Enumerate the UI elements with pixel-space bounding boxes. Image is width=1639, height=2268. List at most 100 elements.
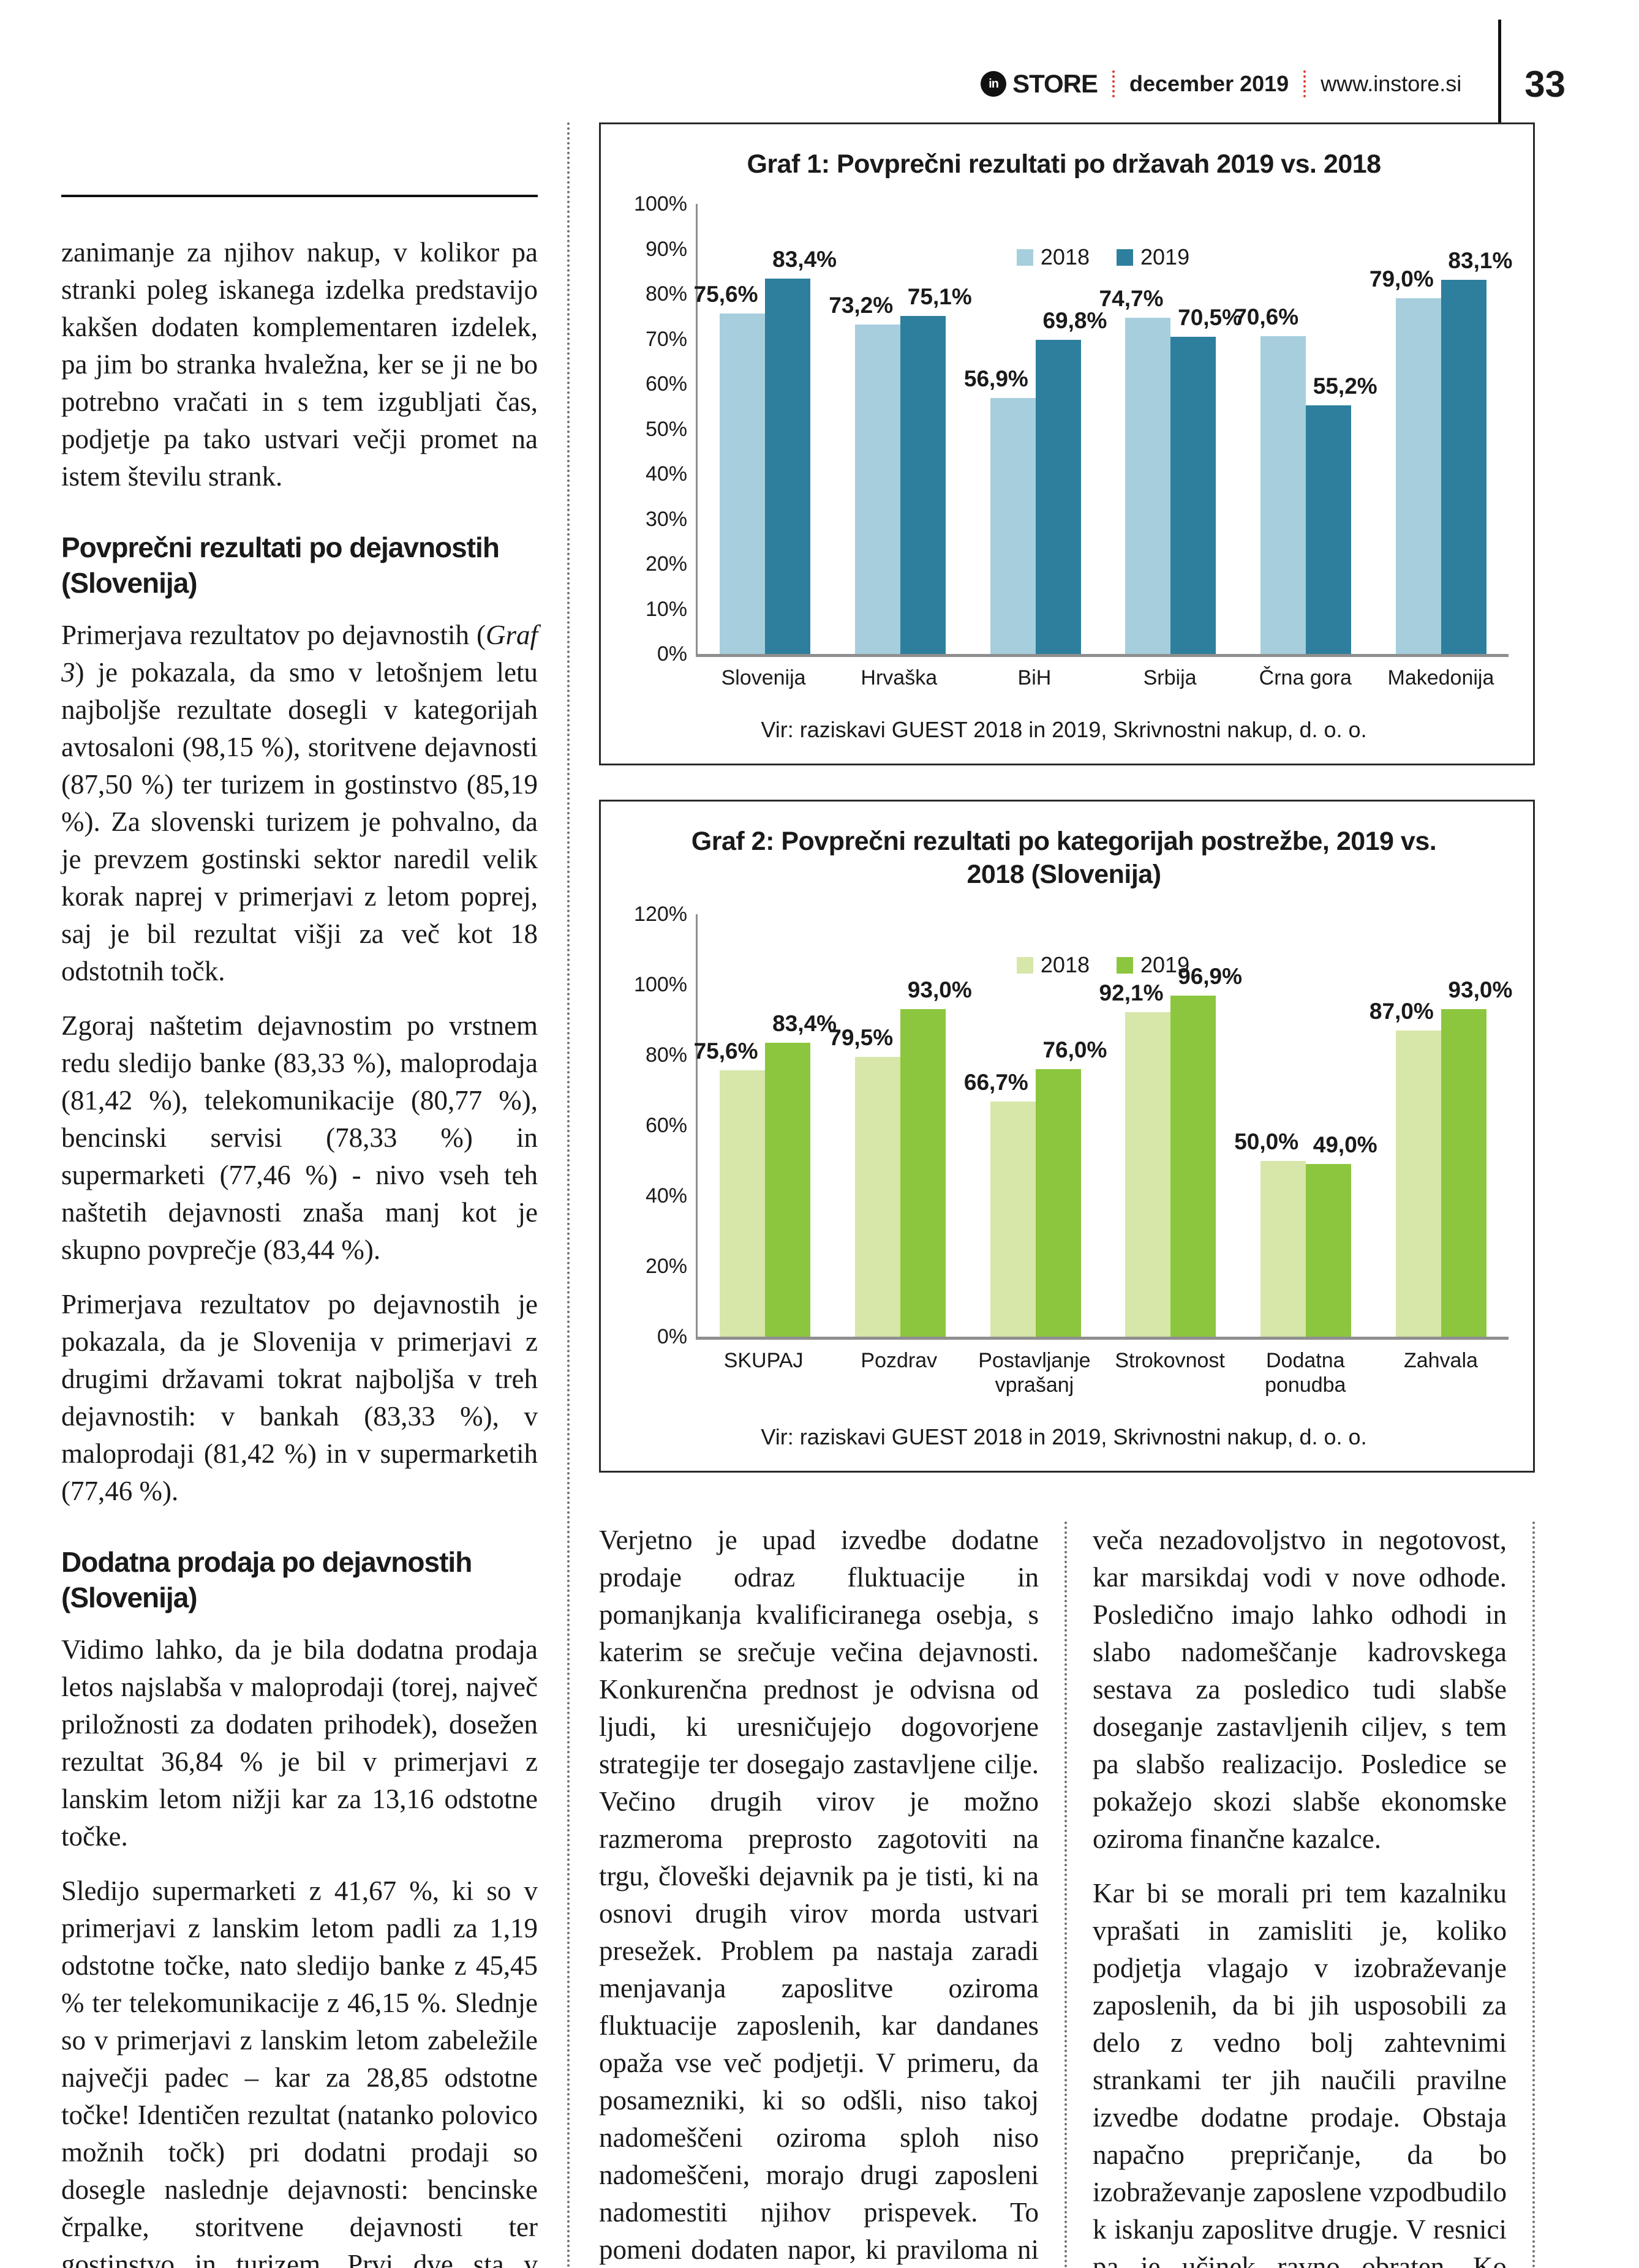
y-axis-tick: 30% <box>645 507 687 531</box>
chart-title: Graf 2: Povprečni rezultati po kategorij… <box>691 827 1437 889</box>
bar-value-label: 93,0% <box>907 977 972 1003</box>
bar-group-črna-gora: 70,6% 55,2% <box>1234 304 1377 654</box>
chart-body: 120% 100% 80% 60% 40% 20% 0% 2018 2019 75,6% 83,… <box>619 903 1512 1348</box>
chart-source: Vir: raziskavi GUEST 2018 in 2019, Skriv… <box>761 1424 1367 1449</box>
header-dotted-divider <box>1112 70 1115 97</box>
y-axis-tick: 10% <box>645 597 687 621</box>
bar-value-label: 50,0% <box>1234 1128 1299 1154</box>
y-axis-tick: 40% <box>645 1184 687 1207</box>
x-axis-label-dodatna-ponudba: Dodatna ponudba <box>1265 1349 1346 1397</box>
bar-2019-srbija: 70,5% <box>1170 305 1242 654</box>
bar-group-zahvala: 87,0% 93,0% <box>1370 977 1512 1337</box>
bar-2019-hrvaška: 75,1% <box>900 284 972 654</box>
bar-value-label: 49,0% <box>1313 1132 1377 1158</box>
bar-group-skupaj: 75,6% 83,4% <box>694 1011 837 1337</box>
bar-2018-zahvala: 87,0% <box>1370 999 1441 1337</box>
paragraph-text: ) je pokazala, da smo v letošnjem letu n… <box>61 657 538 986</box>
right-content-area: Graf 1: Povprečni rezultati po državah 2… <box>570 122 1535 2268</box>
plot-area: 2018 2019 75,6% 83,4% 79,5% 93,0% 66,7% 76,0% 9… <box>694 914 1512 1340</box>
bar-value-label: 74,7% <box>1099 285 1164 311</box>
bar-value-label: 83,4% <box>772 1011 837 1037</box>
legend-item-2018: 2018 <box>1016 244 1090 270</box>
bar-value-label: 83,4% <box>772 247 837 272</box>
legend-swatch-icon <box>1117 956 1133 974</box>
bar-value-label: 75,6% <box>693 1038 758 1064</box>
content-area: zanimanje za njihov nakup, v kolikor pa … <box>0 122 1639 2268</box>
legend-swatch-icon <box>1016 956 1033 974</box>
x-axis-label-hrvaška: Hrvaška <box>861 666 938 689</box>
bar-value-label: 69,8% <box>1042 307 1107 333</box>
paragraph: Primerjava rezultatov po dejavnostih je … <box>61 1289 538 1506</box>
y-axis-tick: 40% <box>645 462 687 486</box>
y-axis-tick: 90% <box>645 237 687 261</box>
x-axis-label-makedonija: Makedonija <box>1387 666 1494 689</box>
paragraph: Sledijo supermarketi z 41,67 %, ki so v … <box>61 1876 538 2268</box>
x-axis-label-slovenija: Slovenija <box>721 666 806 689</box>
y-axis-tick: 60% <box>645 372 687 396</box>
section-heading-dodatna-prodaja: Dodatna prodaja po dejavnostih (Slovenij… <box>61 1546 472 1613</box>
y-axis-tick: 50% <box>645 417 687 441</box>
paragraph: zanimanje za njihov nakup, v kolikor pa … <box>61 237 538 492</box>
bar-2019-zahvala: 93,0% <box>1441 977 1512 1337</box>
bar-2019-makedonija: 83,1% <box>1441 248 1512 654</box>
bar-2019-slovenija: 83,4% <box>765 247 837 654</box>
middle-text-column: Verjetno je upad izvedbe dodatne prodaje… <box>599 1522 1067 2268</box>
paragraph: veča nezadovoljstvo in negotovost, kar m… <box>1093 1525 1507 1854</box>
bar-group-bih: 56,9% 69,8% <box>964 308 1107 654</box>
bar-value-label: 56,9% <box>963 366 1028 391</box>
bar-2018-skupaj: 75,6% <box>694 1038 766 1337</box>
bar-group-strokovnost: 92,1% 96,9% <box>1099 964 1242 1337</box>
x-axis-label-skupaj: SKUPAJ <box>723 1349 804 1372</box>
y-axis-tick: 100% <box>634 973 687 996</box>
x-axis-label-strokovnost: Strokovnost <box>1115 1349 1225 1372</box>
bar-2018-hrvaška: 73,2% <box>829 293 900 654</box>
graf3-reference: Graf 3 <box>61 620 538 688</box>
bar-value-label: 93,0% <box>1448 977 1513 1003</box>
x-axis-label-postavljanje-vprašanj: Postavljanje vprašanj <box>978 1349 1091 1397</box>
section-heading-povprecni-rezultati: Povprečni rezultati po dejavnostih (Slov… <box>61 531 500 599</box>
chart-title: Graf 1: Povprečni rezultati po državah 2… <box>747 149 1381 179</box>
bar-group-hrvaška: 73,2% 75,1% <box>829 284 972 654</box>
bar-value-label: 87,0% <box>1369 998 1434 1024</box>
legend-swatch-icon <box>1016 249 1033 266</box>
brand-name: STORE <box>1012 69 1098 98</box>
bar-value-label: 79,5% <box>829 1024 894 1050</box>
chart-source: Vir: raziskavi GUEST 2018 in 2019, Skriv… <box>761 717 1367 742</box>
bar-value-label: 92,1% <box>1099 980 1164 1006</box>
bar-value-label: 55,2% <box>1313 374 1377 399</box>
y-axis-tick: 80% <box>645 282 687 306</box>
bar-value-label: 70,6% <box>1234 304 1299 330</box>
bar-2018-dodatna-ponudba: 50,0% <box>1234 1129 1306 1337</box>
x-axis-label-zahvala: Zahvala <box>1403 1349 1478 1372</box>
paragraph: Kar bi se morali pri tem kazalniku vpraš… <box>1093 1878 1507 2268</box>
y-axis-tick: 60% <box>645 1114 687 1137</box>
paragraph: Zgoraj naštetim dejavnostim po vrstnem r… <box>61 1010 538 1265</box>
bar-value-label: 75,1% <box>907 284 972 310</box>
bar-value-label: 75,6% <box>693 282 758 307</box>
y-axis-tick: 80% <box>645 1043 687 1067</box>
bar-value-label: 70,5% <box>1178 304 1243 330</box>
legend-item-2019: 2019 <box>1117 952 1189 978</box>
right-text-column: veča nezadovoljstvo in negotovost, kar m… <box>1067 1522 1535 2268</box>
x-axis-labels: Slovenija Hrvaška BiH Srbija Črna gora Makedo… <box>696 657 1509 690</box>
chart-body: 100% 90% 80% 70% 60% 50% 40% 30% 20% 10% 0% 2018 20… <box>619 192 1512 666</box>
x-axis-label-pozdrav: Pozdrav <box>861 1349 938 1372</box>
bar-2018-bih: 56,9% <box>964 366 1036 654</box>
instore-logo: in STORE <box>981 69 1098 99</box>
y-axis-tick: 0% <box>657 642 687 666</box>
bar-group-makedonija: 79,0% 83,1% <box>1370 248 1512 654</box>
bar-group-dodatna-ponudba: 50,0% 49,0% <box>1234 1129 1377 1337</box>
paragraph: Primerjava rezultatov po dejavnostih (Gr… <box>61 617 538 990</box>
y-axis-tick: 70% <box>645 327 687 351</box>
bottom-text-columns: Verjetno je upad izvedbe dodatne prodaje… <box>599 1522 1535 2268</box>
bar-group-slovenija: 75,6% 83,4% <box>694 247 837 654</box>
paragraph: Vidimo lahko, da je bila dodatna prodaja… <box>61 1634 538 1852</box>
plot-area: 2018 2019 75,6% 83,4% 73,2% 75,1% 56,9% 69,8% 7… <box>694 204 1512 657</box>
x-axis-label-bih: BiH <box>1017 666 1052 689</box>
chart-graf1: Graf 1: Povprečni rezultati po državah 2… <box>599 122 1535 765</box>
bar-group-postavljanje-vprašanj: 66,7% 76,0% <box>964 1037 1107 1337</box>
legend-item-2019: 2019 <box>1117 244 1189 270</box>
chart-graf2: Graf 2: Povprečni rezultati po kategorij… <box>599 800 1535 1473</box>
paragraph-text: Primerjava rezultatov po dejavnostih ( <box>61 620 486 650</box>
bar-value-label: 79,0% <box>1369 266 1434 292</box>
